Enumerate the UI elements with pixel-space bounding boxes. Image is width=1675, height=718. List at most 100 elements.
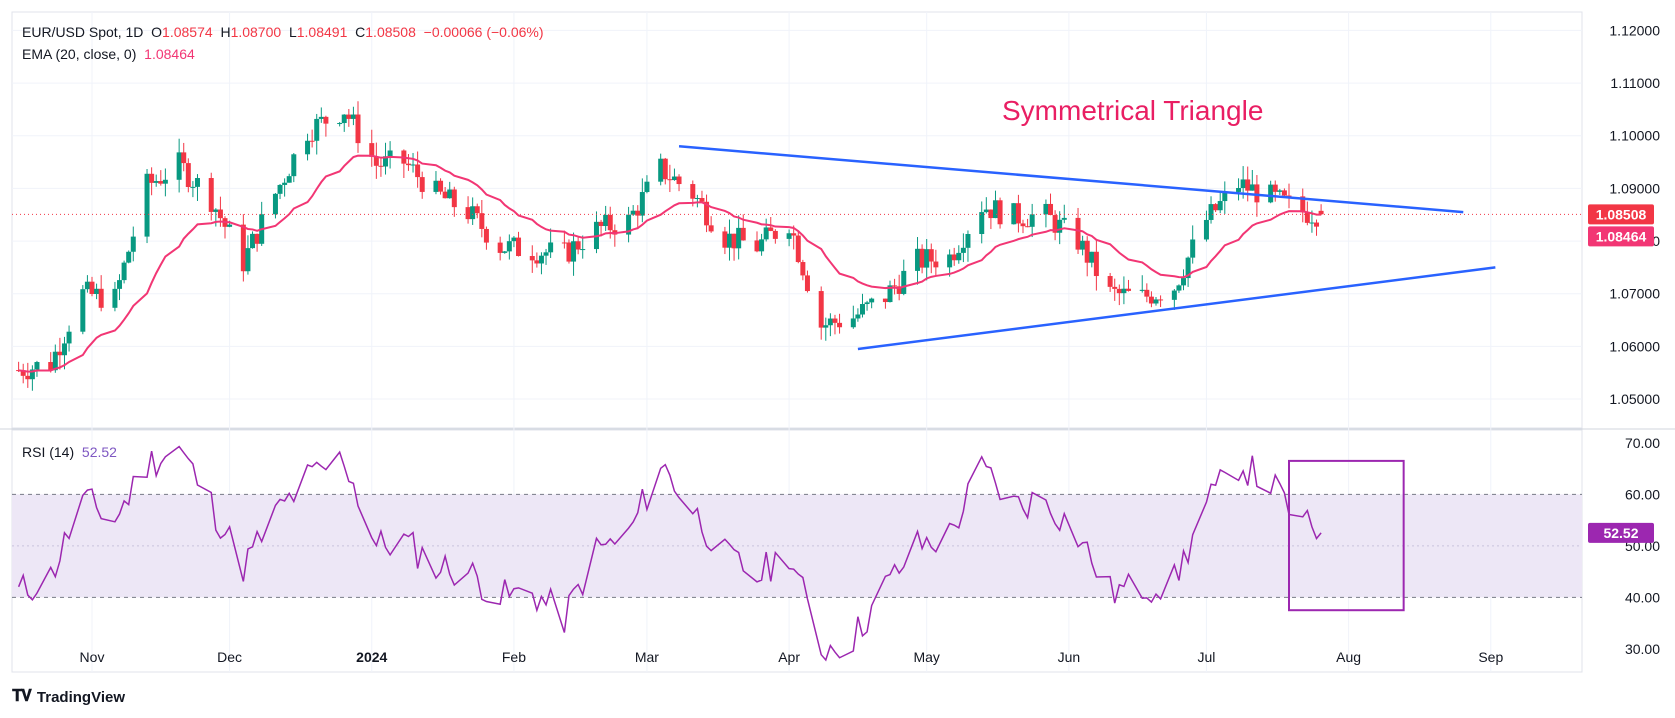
candle-body [254, 233, 260, 244]
candle-body [387, 150, 393, 157]
candle-body [1153, 299, 1159, 304]
candle-body [61, 343, 67, 356]
candle-body [791, 233, 797, 236]
candle-body [818, 291, 824, 328]
ema-label: EMA (20, close, 0) [22, 46, 137, 62]
candle-body [800, 262, 806, 276]
candle-body [736, 227, 742, 249]
trendline-lower[interactable] [857, 266, 1496, 351]
candle-body [341, 114, 347, 124]
candle-body [1148, 296, 1154, 304]
candle-body [671, 176, 677, 181]
candle-body [415, 164, 421, 178]
candle-body [1107, 276, 1113, 287]
candle-body [529, 256, 535, 261]
candle-body [915, 248, 921, 271]
high-value: 1.08700 [230, 24, 282, 40]
candle-body [626, 214, 632, 235]
candle-body [699, 198, 705, 202]
last-close-price-label: 1.08508 [1596, 206, 1647, 222]
candle-body [534, 260, 540, 264]
candle-body [1116, 288, 1122, 294]
candle-body [566, 242, 572, 262]
candle-body [708, 225, 714, 232]
candle-body [291, 154, 297, 177]
candle-body [850, 318, 856, 328]
ema-line [18, 154, 1322, 373]
candle-body [1015, 203, 1021, 224]
candle-body [1240, 179, 1246, 189]
candle-body [369, 143, 375, 157]
rsi-value-badge-bg [1588, 522, 1654, 543]
candle-body [543, 252, 549, 256]
candle-body [470, 206, 476, 220]
candle-body [34, 362, 40, 370]
price-tick-label: 1.10000 [1609, 128, 1660, 144]
rsi-tick-label: 60.00 [1625, 486, 1660, 502]
price-tick-label: 1.07000 [1609, 286, 1660, 302]
footer-brand: 𝐓𝐕 TradingView [12, 688, 125, 706]
candle-body [644, 181, 650, 193]
candle-body [951, 254, 957, 261]
candle-body [84, 281, 90, 290]
trendline-upper[interactable] [678, 145, 1464, 214]
candle-body [919, 248, 925, 268]
candle-body [474, 206, 480, 214]
candle-body [1061, 217, 1067, 220]
candle-body [786, 233, 792, 239]
candle-body [282, 182, 288, 185]
candle-body [355, 114, 361, 144]
candle-body [1029, 214, 1035, 227]
candle-body [465, 207, 471, 220]
candle-body [405, 163, 411, 166]
candle-body [272, 193, 278, 215]
candle-body [1176, 285, 1182, 291]
candle-body [667, 179, 673, 181]
candle-body [433, 180, 439, 192]
candle-body [658, 158, 664, 182]
candle-body [194, 178, 200, 187]
candle-body [1181, 278, 1187, 286]
candle-body [855, 314, 861, 319]
candle-body [162, 179, 168, 184]
close-value: 1.08508 [365, 24, 416, 40]
candle-body [983, 209, 989, 213]
x-tick-label: May [913, 649, 939, 665]
candle-body [763, 227, 769, 240]
candle-body [1075, 217, 1081, 250]
candle-body [694, 198, 700, 200]
candle-body [979, 212, 985, 235]
brand-name: TradingView [36, 688, 126, 706]
candle-body [447, 189, 453, 199]
candle-body [1057, 219, 1063, 233]
candle-body [580, 249, 586, 251]
candle-body [1190, 239, 1196, 258]
candle-body [928, 249, 934, 262]
candle-body [956, 252, 962, 261]
candle-body [731, 233, 737, 249]
candle-body [1144, 289, 1150, 297]
tradingview-logo-icon: 𝐓𝐕 [12, 688, 32, 705]
candle-body [1093, 251, 1099, 277]
candle-body [314, 118, 320, 141]
candle-body [378, 165, 384, 167]
candle-body [1300, 196, 1306, 213]
candle-body [882, 298, 888, 303]
price-tick-label: 1.06000 [1609, 338, 1660, 354]
ohlc-legend: EUR/USD Spot, 1D O1.08574 H1.08700 L1.08… [22, 24, 544, 40]
x-tick-label: 2024 [356, 649, 387, 665]
candle-body [901, 270, 907, 294]
candle-body [1203, 219, 1209, 240]
candle-body [1314, 222, 1320, 227]
candle-body [1272, 184, 1278, 192]
candle-body [1281, 190, 1287, 196]
candle-body [245, 248, 251, 272]
candle-body [772, 230, 778, 239]
ema-price-label-bg [1588, 226, 1654, 247]
candle-body [438, 180, 444, 192]
candle-body [149, 173, 155, 183]
candle-body [1318, 210, 1324, 215]
candle-body [827, 318, 833, 326]
candle-body [25, 375, 31, 380]
